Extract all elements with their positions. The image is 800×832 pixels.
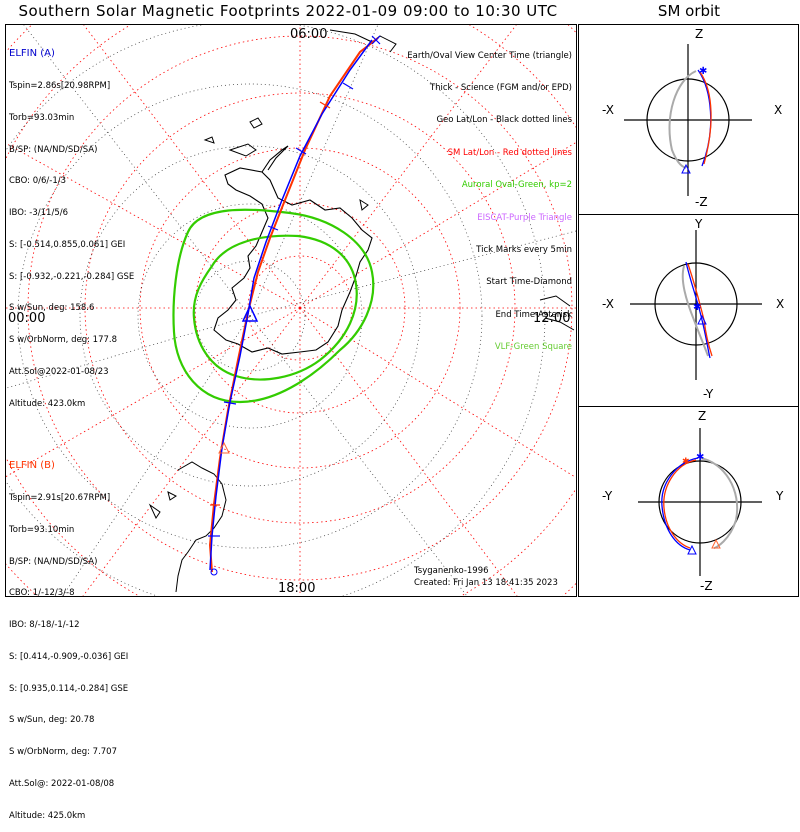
- elfin-b-line: Att.Sol@: 2022-01-08/08: [9, 779, 115, 789]
- legend-item: EISCAT-Purple Triangle: [477, 212, 572, 223]
- legend-item: Start Time-Diamond: [486, 277, 572, 288]
- legend-item: Thick - Science (FGM and/or EPD): [429, 82, 572, 93]
- legend-item: Geo Lat/Lon - Black dotted lines: [436, 115, 572, 126]
- axis-label-left: -X: [602, 297, 614, 311]
- australia-fragment: [539, 295, 575, 331]
- elfin-b-line: IBO: 8/-18/-1/-12: [9, 620, 80, 631]
- orbit-panel-xz: ✱ Z -Z -X X: [602, 27, 782, 209]
- elfin-a-line: S: [-0.514,0.855,0.061] GEI: [9, 239, 126, 250]
- axis-label-right: X: [774, 103, 782, 117]
- elfin-a-info: ELFIN (A) Tspin=2.86s[20.98RPM] Torb=93.…: [9, 28, 134, 420]
- sm-circle: [27, 35, 573, 581]
- elfin-b-info: ELFIN (B) Tspin=2.91s[20.67RPM] Torb=93.…: [9, 440, 128, 832]
- mlt-label-left: 00:00: [8, 311, 45, 326]
- legend-item: Auroral Oval-Green, kp=2: [461, 180, 572, 191]
- elfin-b-line: S: [0.414,-0.909,-0.036] GEI: [9, 651, 129, 662]
- track-a-ticks: [208, 82, 354, 537]
- elfin-a-line: CBO: 0/6/-1/3: [9, 176, 67, 187]
- legend-item: Earth/Oval View Center Time (triangle): [407, 50, 572, 61]
- axis-label-top: Z: [695, 27, 703, 41]
- footer-created: Created: Fri Jan 13 18:41:35 2023: [414, 578, 558, 588]
- mlt-label-right: 12:00: [533, 311, 570, 326]
- elfin-b-line: Altitude: 425.0km: [9, 810, 86, 821]
- map-legend: Earth/Oval View Center Time (triangle) T…: [407, 29, 572, 364]
- elfin-a-track: [209, 39, 373, 571]
- elfin-b-track: [208, 37, 379, 573]
- orbit-panel-yz: ✱ ✱ Z -Z -Y Y: [602, 409, 784, 593]
- svg-text:✱: ✱: [682, 457, 690, 467]
- auroral-oval: [172, 208, 375, 404]
- footer-model: Tsyganenko-1996: [414, 566, 489, 576]
- elfin-a-line: S w/OrbNorm, deg: 177.8: [9, 335, 118, 346]
- legend-item: End Time-Asterisk: [495, 309, 572, 320]
- south-america-outline: [148, 461, 227, 593]
- elfin-a-line: Tspin=2.86s[20.98RPM]: [9, 80, 111, 91]
- view-center-triangle: [241, 304, 259, 322]
- track-b-ticks: [210, 101, 331, 506]
- orbit-frame-yz: [578, 406, 799, 597]
- elfin-b-line: Tspin=2.91s[20.67RPM]: [9, 492, 111, 503]
- elfin-a-line: S w/Sun, deg: 158.6: [9, 303, 95, 314]
- elfin-a-line: Att.Sol@2022-01-08/23: [9, 367, 109, 377]
- axis-label-left: -X: [602, 103, 614, 117]
- end-time-asterisk: [371, 35, 381, 45]
- geo-circle: [194, 260, 306, 372]
- axis-label-bottom: -Z: [695, 195, 708, 209]
- elfin-b-line: S: [0.935,0.114,-0.284] GSE: [9, 683, 129, 694]
- elfin-b-line: B/SP: (NA/ND/SD/SA): [9, 556, 98, 567]
- elfin-a-line: Altitude: 423.0km: [9, 398, 86, 409]
- elfin-a-line: S: [-0.932,-0.221,-0.284] GSE: [9, 271, 135, 282]
- geo-circle: [6, 25, 546, 596]
- start-time-diamond: [210, 568, 218, 576]
- axis-label-right: X: [776, 297, 784, 311]
- elfin-b-triangle-marker: [218, 441, 230, 454]
- elfin-b-line: S w/OrbNorm, deg: 7.707: [9, 747, 118, 758]
- elfin-b-header: ELFIN (B): [9, 460, 55, 472]
- axis-label-left: -Y: [602, 489, 613, 503]
- sm-circle: [84, 92, 516, 524]
- footprint-map: 06:00 00:00 12:00 18:00 ✱ Z -Z -X X ✱ Y …: [5, 24, 799, 597]
- orbit-panel-xy: ✱ Y -Y -X X: [602, 217, 784, 401]
- elfin-b-line: Torb=93.10min: [9, 524, 75, 535]
- geo-longitude-lines: [6, 25, 576, 596]
- plot-title: Southern Solar Magnetic Footprints 2022-…: [18, 2, 558, 20]
- elfin-a-header: ELFIN (A): [9, 48, 55, 60]
- axis-label-top: Y: [694, 217, 703, 231]
- antarctic-peninsula: [261, 145, 289, 173]
- elfin-a-line: IBO: -3/11/5/6: [9, 208, 68, 219]
- auroral-oval-outer: [172, 208, 375, 404]
- mlt-label-top: 06:00: [290, 27, 327, 42]
- legend-item: SM Lat/Lon - Red dotted lines: [447, 147, 572, 158]
- elfin-b-line: CBO: 1/-12/3/-8: [9, 588, 75, 599]
- map-frame: [5, 24, 577, 597]
- legend-item: VLF-Green Square: [494, 342, 572, 353]
- island-fragments: [203, 117, 369, 211]
- mlt-label-bottom: 18:00: [278, 581, 315, 596]
- elfin-b-line: S w/Sun, deg: 20.78: [9, 715, 95, 726]
- svg-text:✱: ✱: [699, 66, 707, 77]
- geo-circle: [137, 203, 363, 429]
- orbit-panel-title: SM orbit: [657, 2, 721, 20]
- auroral-oval-inner: [192, 234, 358, 381]
- svg-text:✱: ✱: [693, 302, 701, 313]
- axis-label-bottom: -Z: [700, 579, 713, 593]
- antarctica-coastline: [213, 167, 373, 355]
- sm-circle: [139, 147, 461, 469]
- geo-circle: [17, 83, 483, 549]
- axis-label-bottom: -Y: [703, 387, 714, 401]
- legend-item: Tick Marks every 5min: [476, 244, 572, 255]
- axis-label-top: Z: [698, 409, 706, 423]
- elfin-a-line: B/SP: (NA/ND/SD/SA): [9, 144, 98, 155]
- axis-label-right: Y: [775, 489, 784, 503]
- svg-text:✱: ✱: [696, 452, 704, 463]
- elfin-a-line: Torb=93.03min: [9, 112, 75, 123]
